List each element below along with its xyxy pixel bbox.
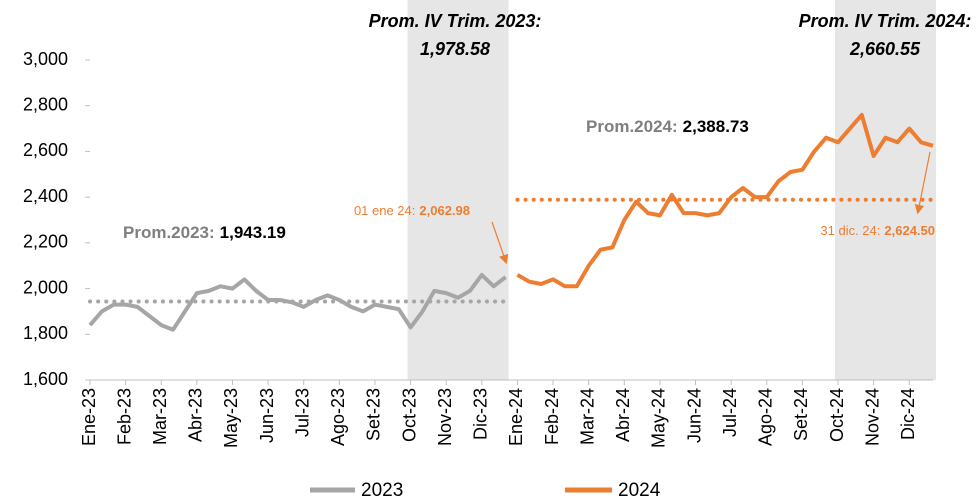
quarter-shade	[407, 0, 509, 380]
x-tick-label: Dic-24	[898, 388, 918, 440]
x-tick-label: Ago-23	[328, 388, 348, 446]
text-part: 2,388.73	[683, 117, 749, 136]
x-tick-label: Oct-24	[827, 388, 847, 442]
legend-label: 2024	[618, 480, 661, 501]
x-tick-label: Abr-23	[186, 388, 206, 442]
average-label: Prom.2024: 2,388.73	[586, 117, 749, 136]
x-tick-label: May-23	[221, 388, 241, 448]
y-tick-label: 2,600	[23, 140, 68, 160]
y-tick-label: 2,000	[23, 277, 68, 297]
x-tick-label: Abr-24	[613, 388, 633, 442]
point-arrow	[491, 221, 509, 265]
x-tick-label: Mar-24	[577, 388, 597, 445]
x-tick-label: Jun-23	[257, 388, 277, 443]
average-label: Prom.2023: 1,943.19	[123, 223, 286, 242]
text-part: 2,624.50	[884, 223, 935, 238]
x-tick-label: Ene-23	[79, 388, 99, 446]
quarter-title: Prom. IV Trim. 2024:	[799, 11, 972, 31]
x-tick-label: Mar-23	[150, 388, 170, 445]
x-tick-label: Set-24	[791, 388, 811, 441]
point-note: 31 dic. 24: 2,624.50	[820, 223, 935, 238]
x-tick-label: Feb-23	[114, 388, 134, 445]
series-line	[88, 272, 507, 332]
quarter-shade	[835, 0, 936, 380]
x-tick-label: Dic-23	[471, 388, 491, 440]
y-tick-label: 1,600	[23, 369, 68, 389]
y-tick-label: 2,200	[23, 232, 68, 252]
text-part: 31 dic. 24:	[820, 223, 880, 238]
x-tick-label: Set-23	[364, 388, 384, 441]
y-tick-label: 3,000	[23, 49, 68, 69]
quarter-title: Prom. IV Trim. 2023:	[369, 11, 542, 31]
x-tick-label: Jul-24	[720, 388, 740, 437]
y-tick-label: 2,800	[23, 94, 68, 114]
series-line	[516, 112, 934, 289]
text-part: Prom.2023:	[123, 223, 215, 242]
x-tick-label: Nov-24	[862, 388, 882, 446]
text-part: 01 ene 24:	[354, 203, 415, 218]
text-part: Prom.2024:	[586, 117, 678, 136]
y-tick-label: 1,800	[23, 323, 68, 343]
x-tick-label: Ene-24	[506, 388, 526, 446]
y-tick-label: 2,400	[23, 186, 68, 206]
x-tick-label: Feb-24	[542, 388, 562, 445]
text-part: 2,062.98	[419, 203, 470, 218]
x-tick-label: Jun-24	[684, 388, 704, 443]
quarter-value: 2,660.55	[849, 39, 921, 59]
point-note: 01 ene 24: 2,062.98	[354, 203, 470, 218]
text-part: 1,943.19	[220, 223, 286, 242]
x-tick-label: Oct-23	[399, 388, 419, 442]
x-tick-label: May-24	[649, 388, 669, 448]
quarter-value: 1,978.58	[420, 39, 490, 59]
x-tick-label: Jul-23	[292, 388, 312, 437]
x-tick-label: Nov-23	[435, 388, 455, 446]
point-arrow	[914, 151, 931, 215]
legend-label: 2023	[361, 480, 403, 501]
x-tick-label: Ago-24	[756, 388, 776, 446]
